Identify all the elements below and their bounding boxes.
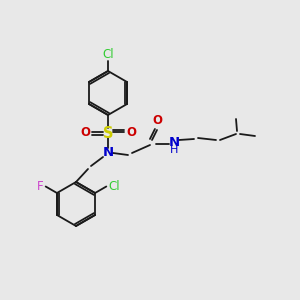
Text: O: O — [80, 127, 90, 140]
Text: S: S — [103, 125, 113, 140]
Text: Cl: Cl — [102, 49, 114, 62]
Text: N: N — [168, 136, 180, 148]
Text: O: O — [126, 127, 136, 140]
Text: O: O — [152, 115, 162, 128]
Text: F: F — [37, 180, 44, 193]
Text: N: N — [102, 146, 114, 160]
Text: H: H — [170, 145, 178, 155]
Text: Cl: Cl — [108, 180, 120, 193]
